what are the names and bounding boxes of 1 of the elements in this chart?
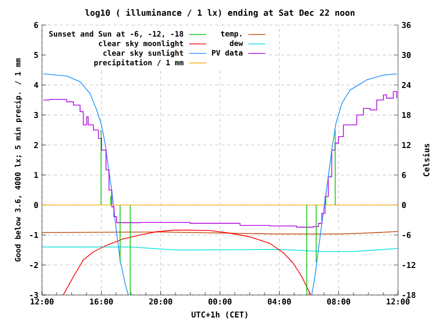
chart-title: log10 ( illuminance / 1 lx) ending at Sat Dec 22 noon	[85, 8, 354, 18]
